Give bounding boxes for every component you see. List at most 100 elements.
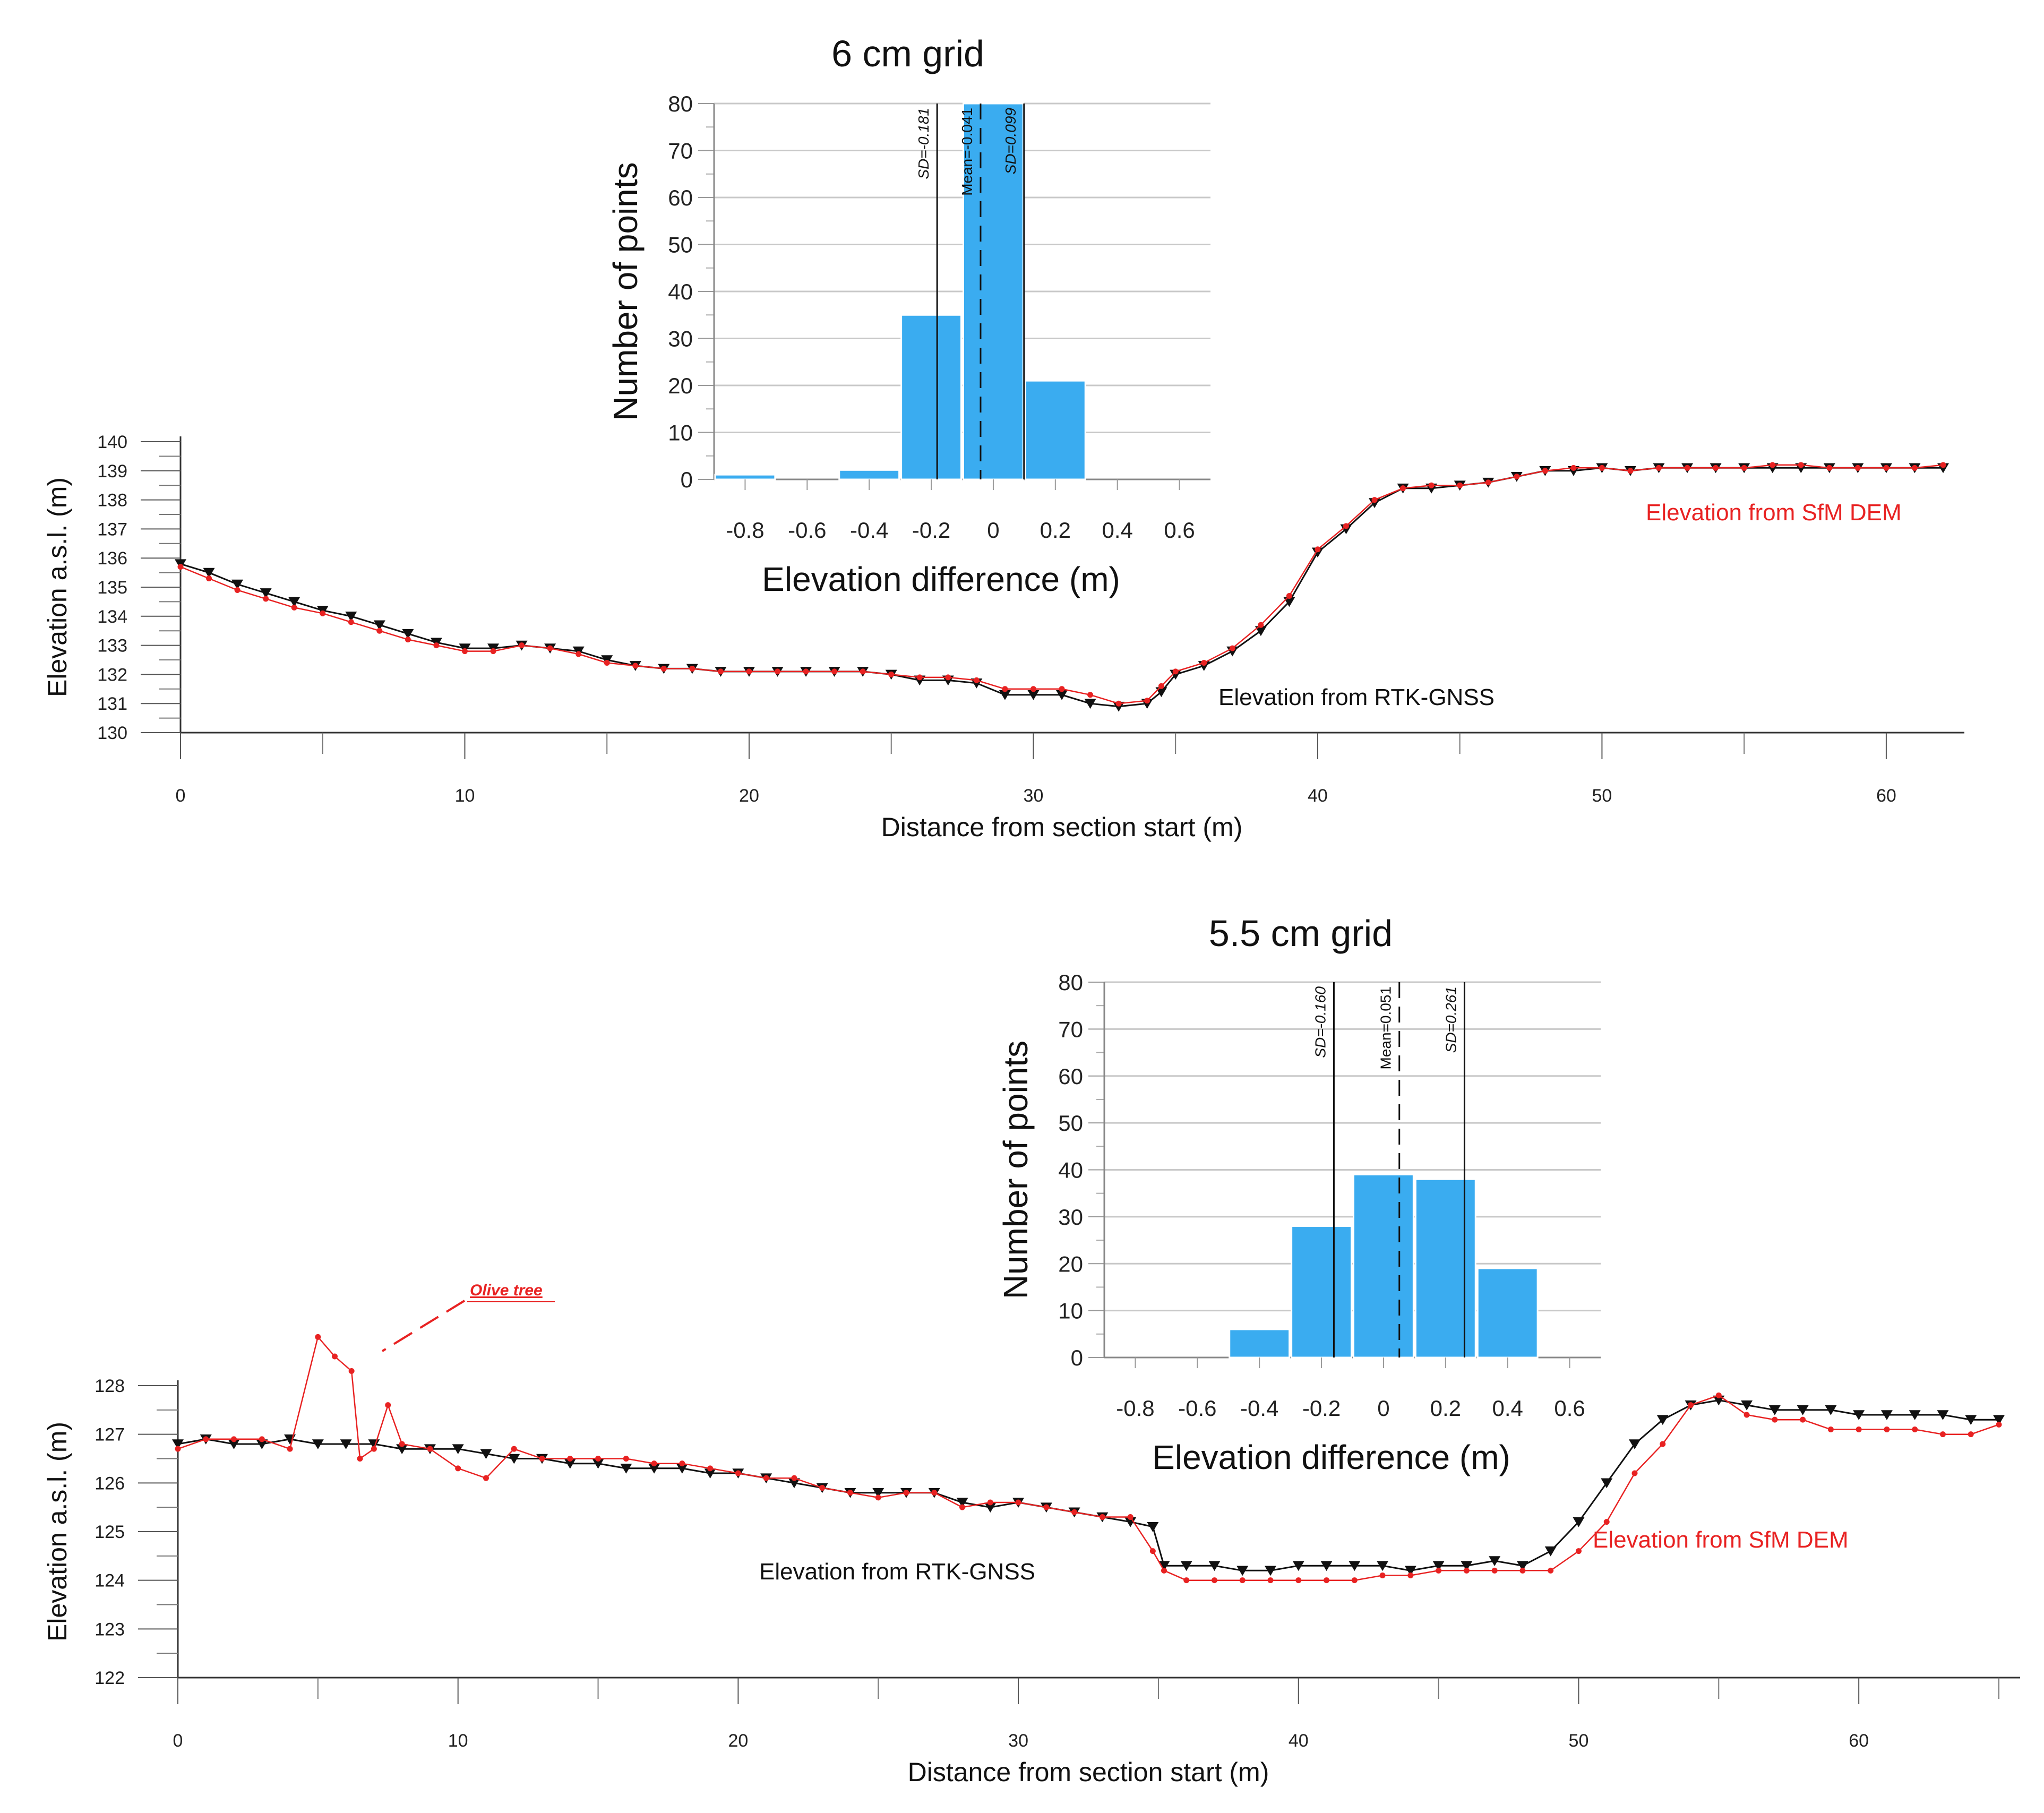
rtk-gnss-point [228,1439,240,1449]
sfm-dem-point [1457,482,1463,488]
y-tick-label: 30 [1058,1205,1083,1230]
x-tick-label: 0.6 [1554,1396,1585,1421]
y-tick-label: 130 [97,723,127,743]
rtk-gnss-point [1158,1561,1170,1571]
sfm-dem-point [707,1465,714,1472]
sfm-dem-point [831,668,838,675]
x-axis-title: Elevation difference (m) [1152,1438,1510,1476]
rtk-gnss-point [1369,498,1381,508]
sfm-dem-point [1548,1567,1554,1574]
sfm-dem-point [1407,1573,1414,1578]
sfm-dem-point [1463,1567,1470,1574]
annotation-leader-line [381,1300,466,1352]
sfm-dem-point [1939,1431,1946,1438]
sfm-dem-point [651,1460,657,1467]
sfm-dem-point [567,1456,573,1462]
sfm-dem-point [1015,1499,1021,1506]
rtk-gnss-point [788,1478,800,1489]
sfm-dem-point [1286,592,1292,599]
x-tick-label: 50 [1592,786,1612,806]
rtk-gnss-point [704,1468,716,1479]
y-tick-label: 20 [668,373,693,398]
sfm-dem-point [1161,1567,1167,1574]
sfm-dem-point [203,1436,209,1442]
sfm-dem-point [263,596,269,602]
sfm-dem-point [689,665,695,672]
rtk-gnss-point [1292,1561,1304,1571]
rtk-gnss-point [256,1439,268,1449]
bottom-histogram-chart: 0 10 20 30 40 50 60 70 80 -0.8 -0.6 -0.4 -0.2 0 0.2 0.4… [997,913,1601,1476]
histogram-bar [900,314,962,480]
sfm-dem-point [1996,1421,2002,1428]
x-tick-label: 0.6 [1164,518,1195,543]
olive-tree-annotation: Olive tree [470,1282,543,1299]
rtk-gnss-label: Elevation from RTK-GNSS [759,1559,1035,1585]
rtk-gnss-point [1516,1561,1528,1571]
x-tick-label: 20 [739,786,759,806]
sfm-dem-point [405,637,411,643]
x-tick-label: 40 [1308,786,1328,806]
rtk-gnss-point [1056,690,1068,700]
sd-label: SD=0.261 [1442,986,1459,1053]
rtk-gnss-point [620,1464,632,1474]
rtk-gnss-point [1027,690,1040,700]
rtk-gnss-point [1656,1415,1669,1425]
sfm-dem-point [1002,686,1008,692]
rtk-gnss-point [1377,1561,1389,1571]
y-tick-label: 140 [97,432,127,452]
sfm-dem-point [775,668,781,675]
sfm-dem-point [1400,485,1406,492]
sfm-dem-point [231,1436,237,1442]
sfm-dem-point [1239,1577,1246,1584]
rtk-gnss-point [1797,1405,1809,1415]
x-axis-title: Elevation difference (m) [762,560,1120,598]
sfm-dem-point [623,1456,629,1462]
x-tick-label: 30 [1008,1731,1028,1751]
sfm-dem-point [888,671,895,677]
sfm-dem-point [206,575,212,582]
rtk-gnss-point [1741,1400,1753,1411]
sfm-dem-point [1030,686,1036,692]
sfm-dem-point [539,1456,545,1462]
sfm-dem-point [1071,1509,1078,1515]
y-tick-label: 132 [97,665,127,685]
sfm-dem-point [1656,465,1662,471]
sfm-dem-point [632,663,639,669]
y-tick-label: 122 [95,1668,125,1688]
rtk-gnss-point [956,1498,968,1508]
sfm-dem-point [916,674,923,681]
sfm-dem-point [511,1446,517,1452]
sfm-dem-point [1770,462,1776,468]
sfm-dem-point [1715,1392,1722,1398]
sfm-dem-point [819,1485,826,1491]
rtk-gnss-point [231,579,244,590]
sfm-dem-point [1631,1470,1638,1476]
rtk-gnss-point [872,1488,884,1498]
y-tick-label: 136 [97,548,127,569]
x-axis-title: Distance from section start (m) [908,1757,1269,1787]
sfm-dem-point [433,642,440,649]
histogram-bar [1229,1328,1291,1359]
rtk-gnss-point [1544,1546,1557,1557]
y-tick-label: 133 [97,636,127,656]
histogram-title: 5.5 cm grid [1209,913,1393,954]
sfm-dem-point [519,642,525,649]
x-tick-label: 10 [448,1731,468,1751]
sfm-dem-point [1741,465,1747,471]
sfm-dem-point [1827,1427,1834,1432]
sfm-dem-point [1744,1412,1750,1418]
sfm-dem-point [1158,683,1164,689]
x-tick-label: 10 [455,786,475,806]
sfm-dem-point [490,648,496,655]
rtk-gnss-point [1226,646,1239,657]
mean-label: Mean=0.051 [1378,986,1394,1069]
sfm-dem-point [1087,692,1094,698]
y-tick-label: 139 [97,461,127,482]
rtk-gnss-point [564,1458,576,1469]
sfm-dem-point [1172,668,1179,675]
y-tick-label: 40 [668,279,693,304]
sfm-dem-point [1911,465,1918,471]
sfm-dem-point [1854,465,1861,471]
y-tick-label: 70 [668,139,693,164]
